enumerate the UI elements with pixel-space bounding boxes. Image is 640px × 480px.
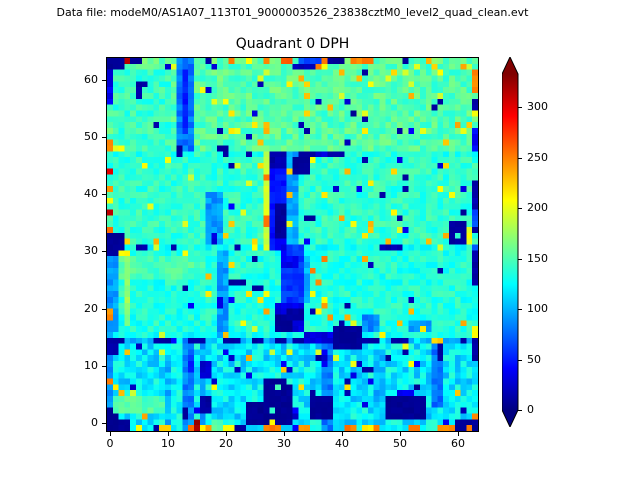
colorbar-tick-mark xyxy=(518,208,522,209)
y-tick-mark xyxy=(102,308,106,310)
y-tick-mark xyxy=(102,137,106,139)
colorbar-tick-label: 300 xyxy=(527,100,548,113)
x-tick-label: 0 xyxy=(106,437,114,450)
y-tick-label: 60 xyxy=(84,72,98,86)
y-tick-mark xyxy=(102,79,106,81)
colorbar-gradient-bar xyxy=(502,57,519,427)
colorbar-tick-label: 50 xyxy=(527,352,541,366)
colorbar xyxy=(502,57,519,427)
y-tick-label: 10 xyxy=(84,358,98,372)
x-tick-mark xyxy=(284,432,285,436)
colorbar-tick-label: 0 xyxy=(527,403,534,416)
x-tick-mark xyxy=(400,432,401,436)
x-tick-label: 50 xyxy=(393,437,407,450)
x-tick-label: 30 xyxy=(277,437,291,450)
colorbar-tick-label: 200 xyxy=(527,201,548,214)
heatmap-canvas xyxy=(107,58,478,431)
y-tick-label: 50 xyxy=(84,130,98,144)
chart-title: Quadrant 0 DPH xyxy=(235,36,350,52)
colorbar-tick-mark xyxy=(518,157,522,159)
plot-frame xyxy=(106,57,479,432)
x-tick-mark xyxy=(458,432,459,436)
y-tick-label: 20 xyxy=(84,301,98,315)
y-tick-label: 30 xyxy=(84,244,98,258)
x-tick-label: 10 xyxy=(161,437,175,450)
y-tick-mark xyxy=(102,423,106,424)
y-tick-mark xyxy=(102,365,106,367)
colorbar-tick-mark xyxy=(518,309,522,310)
colorbar-tick-mark xyxy=(518,107,522,108)
y-tick-label: 40 xyxy=(84,187,98,201)
colorbar-tick-label: 100 xyxy=(527,302,548,315)
x-tick-mark xyxy=(226,432,227,436)
x-tick-label: 60 xyxy=(451,437,465,450)
x-tick-mark xyxy=(110,432,111,436)
colorbar-tick-label: 250 xyxy=(527,150,548,164)
data-file-label: Data file: modeM0/AS1A07_113T01_90000035… xyxy=(56,6,529,19)
y-tick-mark xyxy=(102,251,106,253)
colorbar-tick-mark xyxy=(518,258,522,260)
y-tick-label: 0 xyxy=(91,416,98,429)
x-tick-mark xyxy=(168,432,169,436)
y-tick-mark xyxy=(102,194,106,196)
x-tick-label: 40 xyxy=(335,437,349,450)
x-tick-label: 20 xyxy=(219,437,233,450)
colorbar-tick-mark xyxy=(518,359,522,361)
colorbar-tick-mark xyxy=(518,410,522,411)
x-tick-mark xyxy=(342,432,343,436)
colorbar-tick-label: 150 xyxy=(527,251,548,265)
